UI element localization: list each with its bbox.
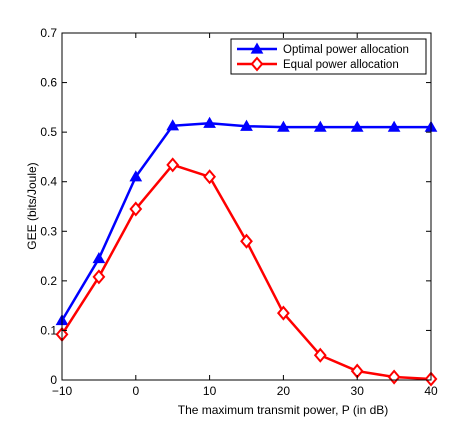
series-1-point (92, 252, 106, 264)
series-1-point (313, 120, 327, 132)
series-2-point (203, 169, 217, 185)
y-axis-label: GEE (bits/Joule) (25, 162, 39, 249)
series-1-point (277, 120, 290, 132)
legend-marker-2 (250, 56, 264, 72)
y-tick-label: 0.5 (40, 125, 57, 139)
x-tick-label: 30 (351, 384, 365, 398)
x-tick-label: 10 (203, 384, 217, 398)
legend: Optimal power allocation Equal power allo… (230, 38, 427, 75)
y-tick-label: 0.6 (40, 76, 57, 90)
series-1-point (350, 120, 364, 132)
series-2-point (92, 269, 106, 285)
legend-box (230, 38, 427, 75)
x-tick-label: 0 (132, 384, 139, 398)
plot-area-frame (61, 32, 432, 381)
series-1-point (240, 119, 253, 131)
series-1-point (166, 119, 180, 131)
plot-layer (55, 116, 438, 387)
x-axis-label: The maximum transmit power, P (in dB) (178, 403, 389, 417)
series-1-point (129, 170, 143, 182)
x-tick-label: 40 (424, 384, 438, 398)
series-2-point (166, 157, 180, 173)
y-tick-label: 0.1 (40, 323, 57, 337)
series-1-point (203, 116, 216, 128)
y-tick-label: 0.7 (40, 26, 57, 40)
legend-label-2: Equal power allocation (283, 59, 399, 71)
x-tick-label: −10 (52, 384, 73, 398)
series-2-point (313, 347, 327, 363)
legend-label-1: Optimal power allocation (283, 44, 409, 56)
y-tick-label: 0.3 (40, 224, 57, 238)
y-tick-label: 0.4 (40, 175, 57, 189)
y-tick-label: 0.2 (40, 274, 57, 288)
series-2-point (129, 201, 143, 217)
x-tick-label: 20 (277, 384, 291, 398)
series-2-point (387, 369, 401, 385)
series-1-point (387, 120, 401, 132)
series-2-point (240, 233, 253, 249)
legend-marker-1 (250, 42, 264, 54)
y-tick-label: 0 (50, 373, 57, 387)
series-2-point (276, 305, 290, 321)
